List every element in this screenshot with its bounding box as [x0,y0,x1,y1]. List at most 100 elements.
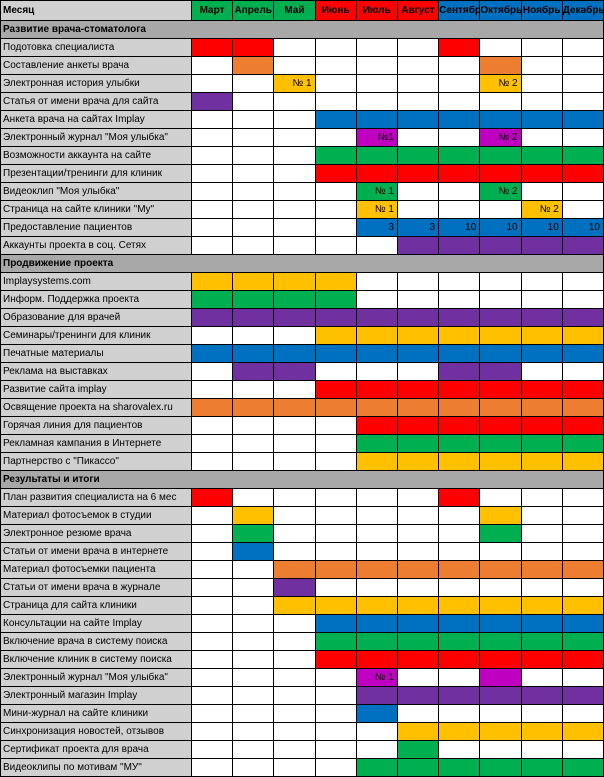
cell [315,363,356,381]
cell [233,39,274,57]
cell [315,651,356,669]
task-row: Горячая линия для пациентов [1,417,604,435]
cell [480,363,521,381]
month-header-5: Август [397,1,438,21]
task-label: Электронная история улыбки [1,75,192,93]
task-label: Включение клиник в систему поиска [1,651,192,669]
cell [274,669,315,687]
cell [356,39,397,57]
cell [191,561,232,579]
cell [274,651,315,669]
cell [562,615,603,633]
cell [480,705,521,723]
cell [439,363,480,381]
cell [397,237,438,255]
month-header-4: Июль [356,1,397,21]
cell [562,147,603,165]
cell [191,219,232,237]
cell [480,453,521,471]
cell [562,417,603,435]
cell [439,147,480,165]
cell [191,165,232,183]
cell [562,399,603,417]
cell [274,345,315,363]
task-row: Видеоклип "Моя улыбка"№ 1№ 2 [1,183,604,201]
cell [233,435,274,453]
cell [439,723,480,741]
cell [274,327,315,345]
cell [480,399,521,417]
month-header-2: Май [274,1,315,21]
cell [521,93,562,111]
task-label: Implaysystems.com [1,273,192,291]
cell [439,579,480,597]
cell [562,129,603,147]
cell [356,597,397,615]
cell [191,723,232,741]
task-label: Партнерство с "Пикассо" [1,453,192,471]
cell [480,543,521,561]
cell [191,75,232,93]
cell [191,417,232,435]
task-label: Электронный журнал "Моя улыбка" [1,669,192,687]
cell [521,435,562,453]
cell [191,489,232,507]
cell [191,615,232,633]
cell [521,723,562,741]
task-label: Реклама на выставках [1,363,192,381]
task-label: Страница на сайте клиники "My" [1,201,192,219]
cell [315,183,356,201]
cell [397,759,438,777]
cell [562,651,603,669]
cell [233,147,274,165]
cell [191,93,232,111]
cell [521,165,562,183]
cell [521,525,562,543]
task-row: Электронное резюме врача [1,525,604,543]
cell [274,417,315,435]
cell [480,309,521,327]
cell [439,741,480,759]
cell [562,237,603,255]
cell [191,579,232,597]
cell [233,381,274,399]
task-row: Анкета врача на сайтах Implay [1,111,604,129]
task-row: План развития специалиста на 6 мес [1,489,604,507]
task-label: Аккаунты проекта в соц. Сетях [1,237,192,255]
cell [191,309,232,327]
cell [562,273,603,291]
task-label: Электронный магазин Implay [1,687,192,705]
cell [562,489,603,507]
cell [356,759,397,777]
task-row: Материал фотосъемки пациента [1,561,604,579]
cell [562,669,603,687]
cell [315,273,356,291]
cell [562,759,603,777]
cell [562,705,603,723]
task-row: Включение клиник в систему поиска [1,651,604,669]
cell [521,705,562,723]
cell [233,309,274,327]
cell [439,399,480,417]
cell [356,633,397,651]
cell [397,741,438,759]
month-header-3: Июнь [315,1,356,21]
cell [480,723,521,741]
cell [397,597,438,615]
cell [521,39,562,57]
cell [233,111,274,129]
cell: № 2 [521,201,562,219]
task-row: Аккаунты проекта в соц. Сетях [1,237,604,255]
task-label: Синхронизация новостей, отзывов [1,723,192,741]
cell [191,741,232,759]
cell [233,345,274,363]
cell [521,399,562,417]
task-row: Информ. Поддержка проекта [1,291,604,309]
cell [191,291,232,309]
cell [439,93,480,111]
task-row: Составление анкеты врача [1,57,604,75]
cell [439,615,480,633]
cell [315,201,356,219]
cell [521,669,562,687]
cell [521,183,562,201]
